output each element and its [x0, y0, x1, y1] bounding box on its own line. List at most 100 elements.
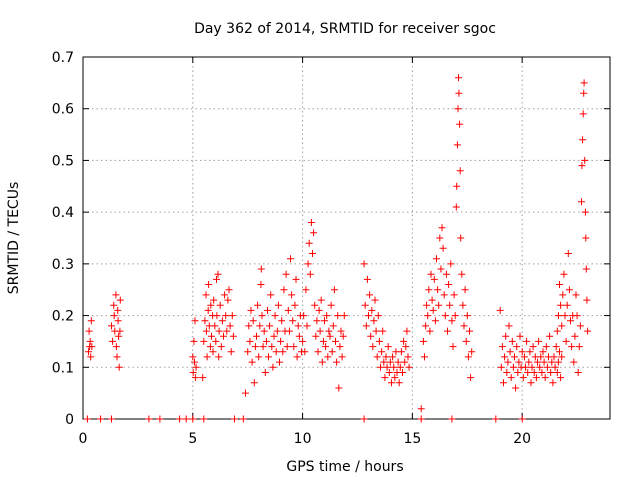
data-point	[214, 270, 222, 278]
chart-title: Day 362 of 2014, SRMTID for receiver sgo…	[194, 21, 496, 37]
data-point	[464, 353, 472, 361]
data-point	[423, 301, 431, 309]
data-point	[461, 286, 469, 294]
data-point	[498, 343, 506, 351]
data-point	[215, 353, 223, 361]
data-point	[189, 353, 197, 361]
data-point	[250, 379, 258, 387]
data-point	[239, 415, 247, 423]
data-point	[448, 317, 456, 325]
data-point	[567, 317, 574, 325]
data-point	[528, 363, 536, 371]
y-tick-label: 0.3	[52, 257, 74, 273]
data-point	[258, 312, 266, 320]
y-tick-label: 0.1	[52, 360, 74, 376]
data-point	[579, 136, 587, 144]
data-point	[313, 317, 321, 325]
data-point	[535, 337, 543, 345]
data-point	[156, 415, 164, 423]
x-tick-label: 20	[513, 431, 531, 447]
x-tick-label: 10	[294, 431, 312, 447]
data-point	[203, 353, 211, 361]
data-point	[553, 369, 561, 376]
data-point	[582, 265, 590, 273]
data-point	[554, 358, 562, 366]
data-point	[539, 348, 547, 356]
data-point	[145, 415, 153, 423]
data-point	[546, 332, 554, 340]
data-point	[267, 291, 275, 299]
data-point	[501, 353, 509, 361]
x-tick-label: 5	[188, 431, 197, 447]
data-point	[206, 343, 214, 351]
data-point	[268, 343, 276, 351]
data-point	[254, 301, 262, 309]
data-point	[557, 301, 565, 309]
data-point	[440, 291, 448, 299]
data-point	[116, 327, 124, 335]
data-point	[114, 306, 122, 314]
data-point	[564, 250, 572, 257]
data-point	[299, 337, 307, 345]
y-tick-label: 0.5	[52, 153, 74, 169]
data-point	[253, 332, 260, 340]
data-point	[273, 327, 281, 335]
data-point	[226, 322, 234, 330]
data-point	[516, 332, 524, 340]
data-point	[114, 317, 122, 325]
data-point	[582, 234, 590, 242]
data-point	[561, 312, 569, 320]
data-point	[511, 353, 518, 361]
data-point	[397, 348, 405, 356]
data-point	[202, 327, 210, 335]
data-point	[199, 374, 207, 382]
data-point	[386, 358, 394, 366]
data-point	[326, 332, 334, 340]
data-point	[426, 327, 434, 335]
data-point	[424, 312, 432, 320]
data-point	[509, 363, 517, 371]
data-point	[427, 270, 435, 278]
data-point	[532, 374, 540, 382]
data-point	[580, 79, 588, 87]
data-point	[422, 322, 430, 330]
data-point	[512, 384, 520, 392]
data-point	[460, 322, 468, 330]
data-point	[365, 312, 372, 320]
data-point	[335, 384, 343, 392]
data-point	[108, 415, 115, 423]
data-point	[191, 374, 199, 382]
data-point	[337, 327, 345, 335]
data-point	[405, 363, 413, 371]
data-point	[543, 363, 551, 371]
data-point	[269, 363, 277, 371]
data-point	[513, 343, 521, 351]
data-point	[548, 358, 556, 366]
data-point	[360, 415, 368, 423]
data-point	[530, 369, 538, 376]
data-point	[391, 374, 399, 382]
data-point	[395, 379, 403, 387]
data-point	[109, 337, 117, 345]
data-point	[325, 327, 333, 335]
data-point	[278, 317, 286, 325]
data-point	[441, 312, 449, 320]
y-tick-label: 0.7	[52, 50, 74, 66]
data-point	[374, 312, 382, 320]
data-point	[557, 374, 565, 382]
data-point	[332, 337, 339, 345]
data-point	[401, 358, 409, 366]
data-point	[542, 343, 550, 351]
data-point	[215, 327, 223, 335]
data-point	[580, 89, 588, 97]
data-point	[97, 415, 105, 423]
data-point	[192, 363, 200, 371]
data-point	[221, 291, 229, 299]
data-point	[211, 322, 219, 330]
data-point	[220, 332, 227, 340]
data-point	[525, 358, 533, 366]
data-point	[522, 363, 529, 371]
data-point	[419, 337, 427, 345]
y-tick-label: 0.4	[52, 205, 74, 221]
data-point	[291, 301, 299, 309]
